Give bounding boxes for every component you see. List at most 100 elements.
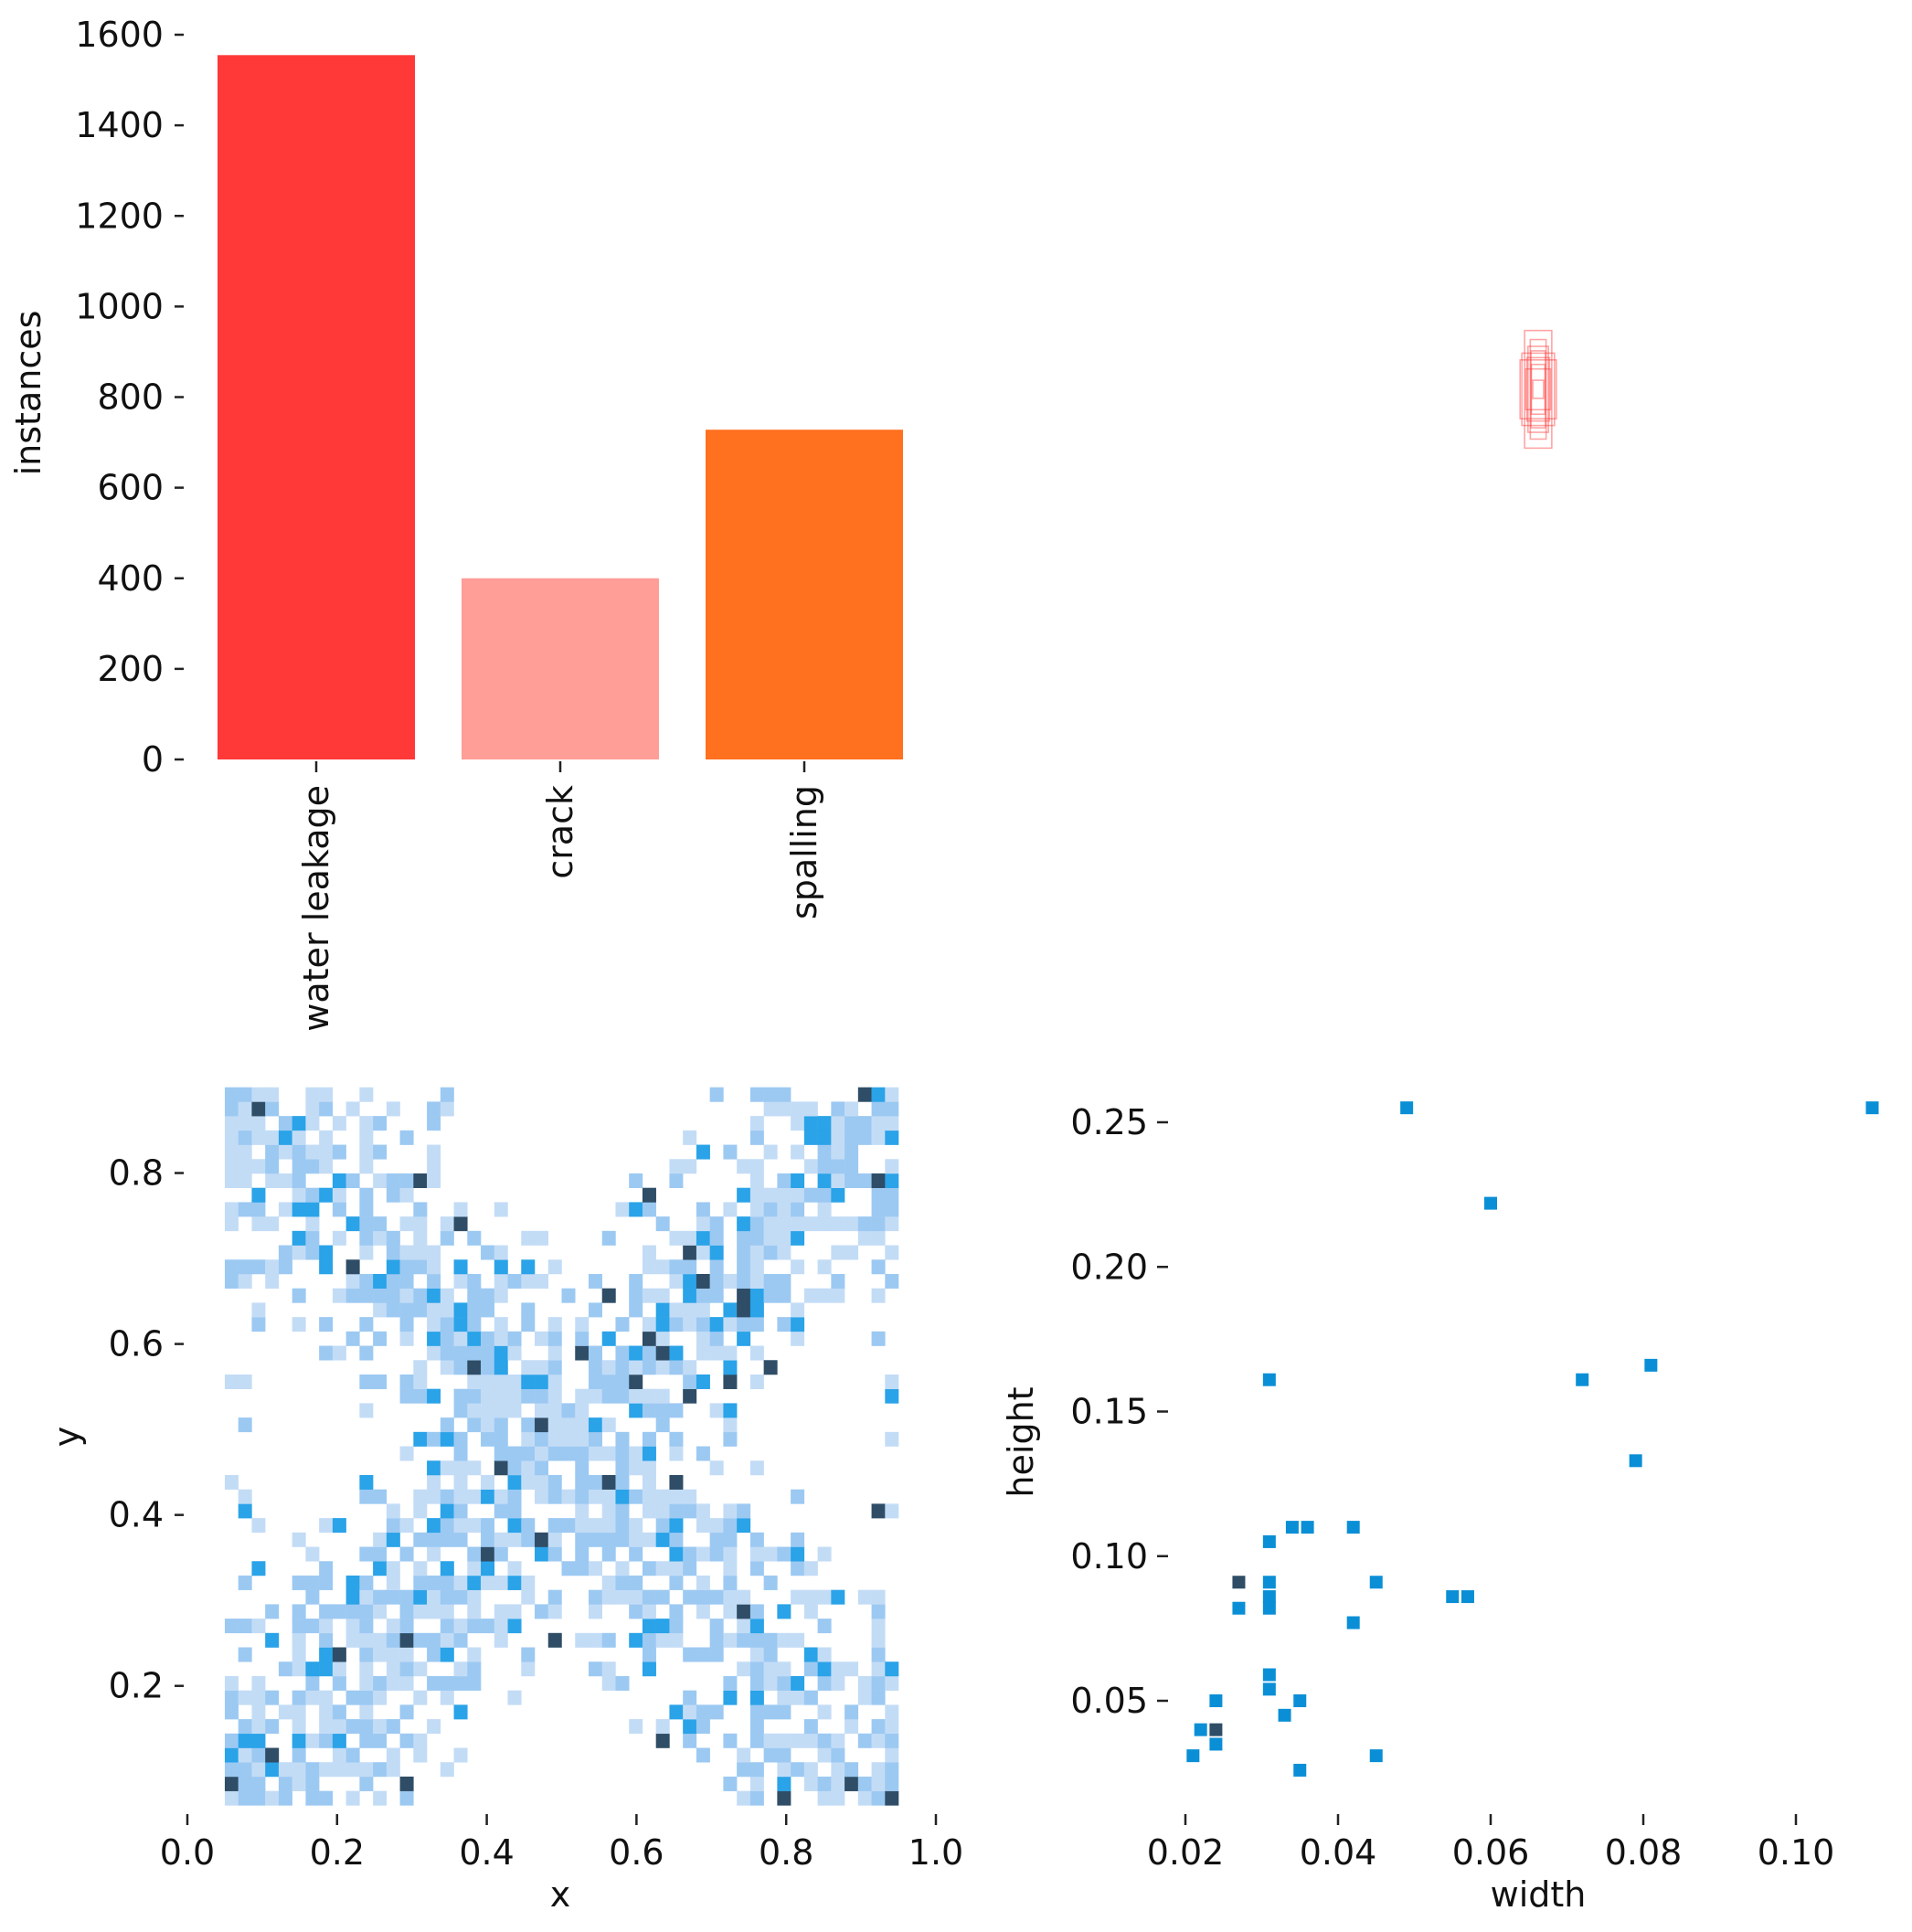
heat-cell — [386, 1101, 400, 1117]
heat-cell — [453, 1632, 468, 1648]
heat-cell — [535, 1331, 549, 1346]
heat-cell — [399, 1675, 414, 1691]
heat-cell — [885, 1747, 899, 1763]
heat-cell — [359, 1230, 374, 1246]
heat-cell — [723, 1518, 738, 1534]
heat-cell — [224, 1704, 239, 1720]
heat-cell — [494, 1546, 508, 1562]
heat-cell — [791, 1216, 805, 1232]
heat-cell — [817, 1589, 832, 1605]
heat-cell — [413, 1360, 428, 1375]
heat-cell — [238, 1374, 252, 1389]
y-tick-label: 1400 — [75, 105, 164, 145]
heat-cell — [386, 1518, 400, 1534]
heat-cell — [251, 1561, 266, 1576]
heat-cell — [817, 1704, 832, 1720]
heat-cell — [615, 1503, 630, 1519]
heat-cell — [507, 1575, 522, 1590]
heat-cell — [669, 1518, 684, 1534]
heat-cell — [359, 1704, 374, 1720]
heat-cell — [453, 1317, 468, 1332]
heat-cell — [440, 1101, 454, 1117]
heat-cell — [629, 1518, 643, 1534]
heat-cell — [831, 1288, 845, 1303]
heat-cell — [588, 1632, 602, 1648]
heat-cell — [749, 1116, 764, 1131]
heat-cell — [642, 1446, 656, 1461]
heat-cell — [481, 1489, 495, 1504]
heat-cell — [709, 1216, 724, 1232]
heat-cell — [251, 1159, 266, 1174]
heat-cell — [494, 1532, 508, 1547]
heat-cell — [467, 1374, 482, 1389]
heat-cell — [332, 1144, 346, 1160]
heat-cell — [535, 1388, 549, 1404]
heat-cell — [494, 1245, 508, 1260]
heat-cell — [709, 1546, 724, 1562]
heat-cell — [615, 1561, 630, 1576]
heat-cell — [871, 1101, 886, 1117]
heat-cell — [696, 1374, 710, 1389]
heat-cell — [629, 1403, 643, 1418]
heat-cell — [561, 1288, 576, 1303]
heat-cell — [1644, 1358, 1658, 1372]
heat-cell — [427, 1518, 441, 1534]
heat-cell — [615, 1489, 630, 1504]
heat-cell — [615, 1374, 630, 1389]
heat-cell — [683, 1704, 697, 1720]
heat-cell — [373, 1116, 388, 1131]
heat-cell — [547, 1532, 562, 1547]
heat-cell — [278, 1762, 292, 1778]
heat-cell — [749, 1733, 764, 1748]
heat-cell — [737, 1747, 751, 1763]
heat-cell — [224, 1790, 239, 1806]
heat-cell — [521, 1360, 536, 1375]
heat-cell — [453, 1489, 468, 1504]
heat-cell — [481, 1288, 495, 1303]
heat-cell — [319, 1345, 334, 1361]
heat-cell — [723, 1417, 738, 1433]
box-outlines-panel — [1519, 329, 1557, 450]
heat-cell — [575, 1546, 590, 1562]
heat-cell — [723, 1632, 738, 1648]
heat-cell — [373, 1589, 388, 1605]
heat-cell — [749, 1245, 764, 1260]
heat-cell — [305, 1230, 320, 1246]
heat-cell — [521, 1446, 536, 1461]
heat-cell — [791, 1230, 805, 1246]
heat-cell — [440, 1561, 454, 1576]
heat-cell — [588, 1345, 602, 1361]
heat-cell — [575, 1388, 590, 1404]
heat-cell — [399, 1589, 414, 1605]
heat-cell — [305, 1690, 320, 1705]
heat-cell — [803, 1647, 818, 1662]
heat-cell — [345, 1216, 360, 1232]
heat-cell — [494, 1345, 508, 1361]
heat-cell — [615, 1345, 630, 1361]
heat-cell — [1232, 1601, 1246, 1615]
heat-cell — [669, 1273, 684, 1289]
heat-cell — [265, 1690, 280, 1705]
heat-cell — [494, 1202, 508, 1217]
heat-cell — [817, 1130, 832, 1145]
y-tick-label: 800 — [97, 377, 164, 418]
heat-cell — [238, 1747, 252, 1763]
heat-cell — [238, 1087, 252, 1102]
heat-cell — [871, 1259, 886, 1275]
heat-cell — [319, 1619, 334, 1634]
heat-cell — [399, 1216, 414, 1232]
heat-cell — [305, 1675, 320, 1691]
heat-cell — [737, 1317, 751, 1332]
heat-cell — [844, 1159, 859, 1174]
heat-cell — [831, 1216, 845, 1232]
heat-cell — [413, 1632, 428, 1648]
heat-cell — [224, 1747, 239, 1763]
heat-cell — [224, 1690, 239, 1705]
heat-cell — [844, 1101, 859, 1117]
heat-cell — [373, 1489, 388, 1504]
x-tick-label: 0.4 — [459, 1832, 514, 1873]
heat-cell — [535, 1417, 549, 1433]
box-outline — [1530, 350, 1546, 429]
heat-cell — [224, 1144, 239, 1160]
heat-cell — [831, 1187, 845, 1203]
